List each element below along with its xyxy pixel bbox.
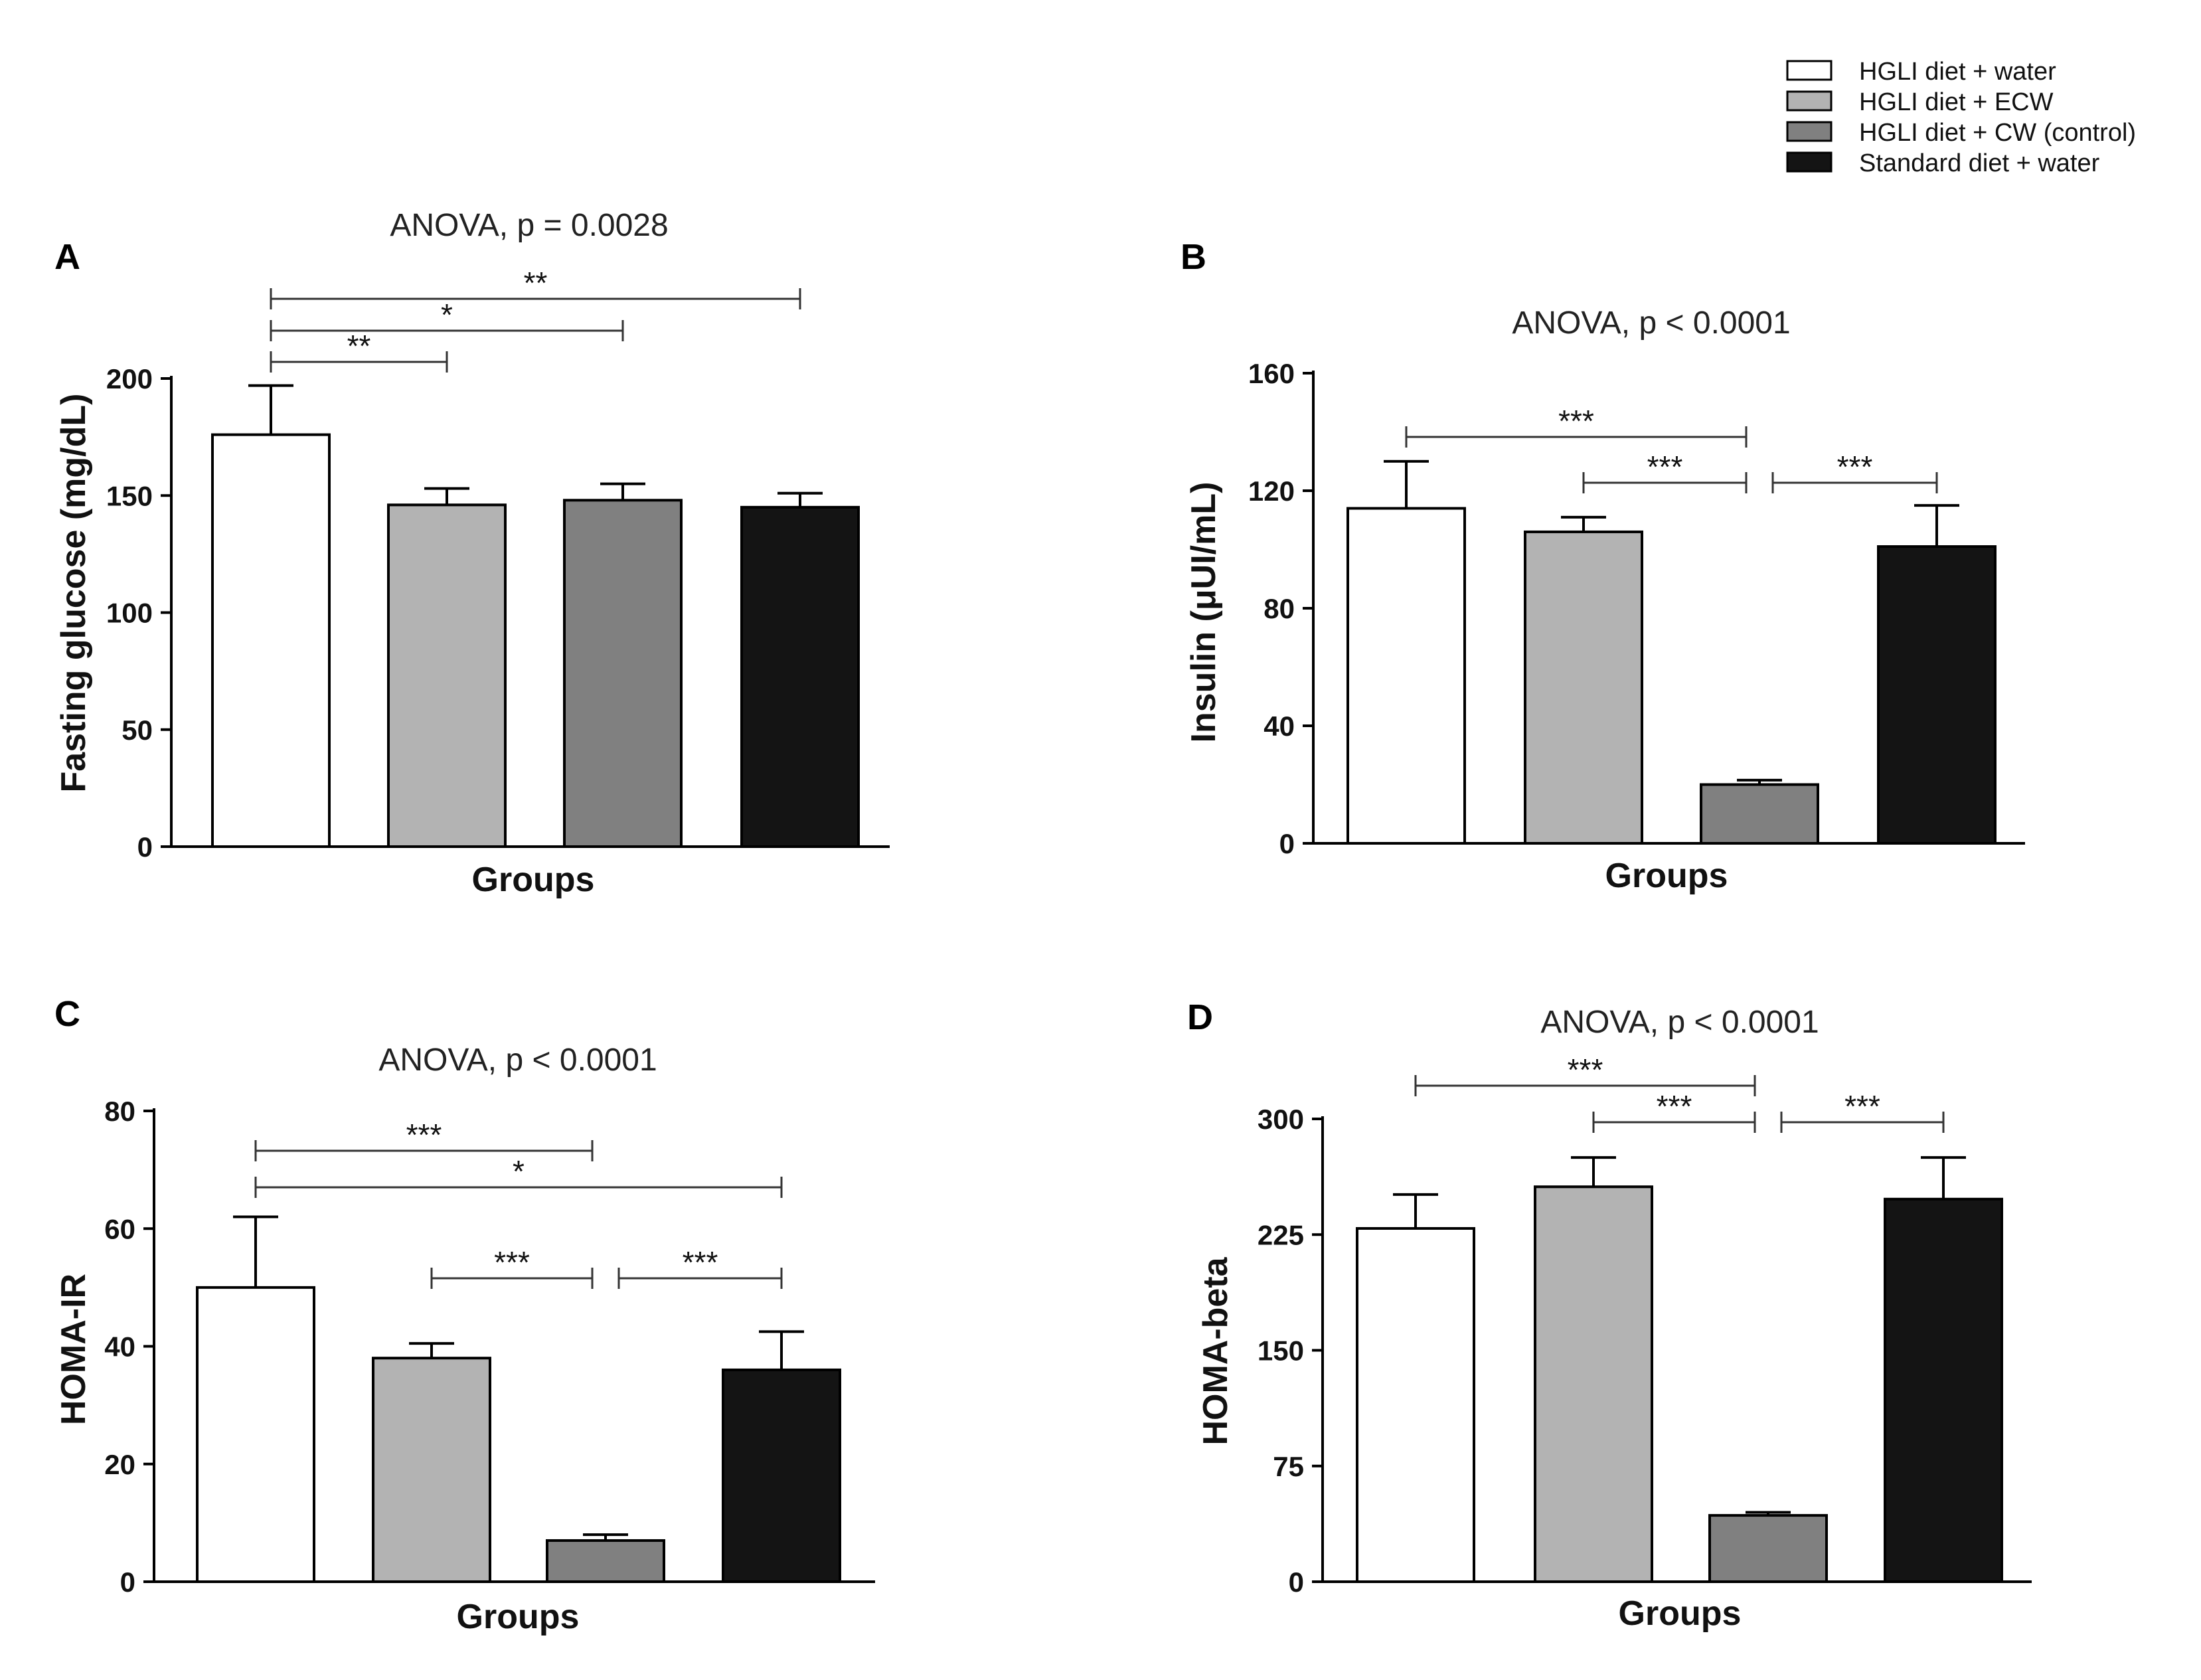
panel-a-sig-bracket-0: ** — [270, 266, 801, 309]
legend-label-standard: Standard diet + water — [1859, 149, 2100, 177]
panel-b-bar-standard — [1877, 545, 1997, 845]
legend-label-ecw: HGLI diet + ECW — [1859, 88, 2054, 116]
panel-c-sig-label-1: * — [513, 1154, 525, 1189]
panel-b-letter: B — [1181, 237, 1206, 277]
panel-d-bar-ecw — [1534, 1185, 1653, 1583]
panel-b-ytick-label-80: 80 — [1264, 593, 1295, 624]
panel-c: C ANOVA, p < 0.0001 HOMA-IR Groups 0 20 40… — [54, 994, 875, 1636]
panel-d-sig-label-0: *** — [1568, 1052, 1603, 1087]
panel-c-ylabel: HOMA-IR — [54, 1274, 93, 1425]
panel-a-ytick-label-150: 150 — [106, 480, 153, 511]
panel-c-bar-ecw — [372, 1357, 491, 1583]
panel-c-bar-standard — [722, 1368, 841, 1583]
panel-b-ylabel: Insulin (μUI/mL) — [1184, 482, 1223, 743]
panel-a-bar-ecw — [387, 503, 507, 848]
legend-swatch-standard — [1786, 151, 1833, 173]
panel-c-ytick-label-0: 0 — [120, 1566, 135, 1598]
panel-c-bar-cw — [546, 1539, 665, 1583]
panel-c-sig-bracket-1: * — [254, 1154, 783, 1198]
panel-d-ytick-label-300: 300 — [1258, 1104, 1304, 1135]
panel-b-ytick-label-160: 160 — [1248, 358, 1295, 389]
panel-b-bar-water — [1346, 507, 1466, 845]
panel-c-sig-bracket-2: *** — [430, 1245, 594, 1289]
panel-a-ytick-label-200: 200 — [106, 363, 153, 394]
panel-a-letter: A — [54, 237, 80, 277]
panel-d-sig-bracket-2: *** — [1780, 1089, 1945, 1133]
legend: HGLI diet + water HGLI diet + ECW HGLI d… — [1786, 58, 2136, 177]
panel-c-sig-label-3: *** — [683, 1245, 718, 1280]
panel-b-sig-label-0: *** — [1558, 404, 1594, 438]
panel-b-ytick-label-40: 40 — [1264, 711, 1295, 742]
panel-b-bar-cw — [1700, 783, 1819, 845]
panel-d-sig-label-1: *** — [1657, 1089, 1692, 1124]
panel-d: D ANOVA, p < 0.0001 HOMA-beta Groups 0 75… — [1187, 997, 2032, 1633]
panel-a-ytick-label-0: 0 — [137, 831, 153, 863]
panel-d-ylabel: HOMA-beta — [1196, 1256, 1235, 1445]
panel-c-sig-label-2: *** — [494, 1245, 530, 1280]
panel-d-bar-cw — [1708, 1514, 1828, 1584]
panel-c-letter: C — [54, 994, 80, 1034]
panel-d-sig-label-2: *** — [1844, 1089, 1880, 1124]
panel-a-sig-label-2: ** — [347, 329, 371, 363]
panel-b-ytick-label-0: 0 — [1279, 828, 1295, 859]
panel-d-anova: ANOVA, p < 0.0001 — [1540, 1005, 1819, 1040]
panel-b: B ANOVA, p < 0.0001 Insulin (μUI/mL) Gro… — [1181, 237, 2025, 895]
panel-c-sig-label-0: *** — [406, 1118, 442, 1152]
legend-label-cw: HGLI diet + CW (control) — [1859, 119, 2136, 147]
panel-d-sig-bracket-0: *** — [1414, 1052, 1756, 1096]
panel-b-bar-ecw — [1524, 530, 1643, 845]
panel-b-sig-bracket-0: *** — [1405, 404, 1748, 448]
panel-a-bar-standard — [740, 505, 860, 848]
panel-d-ytick-label-225: 225 — [1258, 1219, 1304, 1250]
panel-a-ylabel: Fasting glucose (mg/dL) — [54, 394, 93, 793]
panel-b-sig-bracket-2: *** — [1771, 450, 1938, 493]
panel-d-xlabel: Groups — [1619, 1594, 1742, 1633]
panel-b-xlabel: Groups — [1605, 857, 1728, 895]
panel-d-ytick-label-150: 150 — [1258, 1335, 1304, 1367]
panel-c-xlabel: Groups — [457, 1598, 580, 1636]
panel-a-xlabel: Groups — [472, 861, 595, 899]
legend-swatch-cw — [1786, 121, 1833, 142]
panel-d-plot: 0 75 150 225 300 *** *** *** — [1258, 1052, 2032, 1598]
panel-d-ytick-label-0: 0 — [1289, 1566, 1304, 1598]
panel-a-bar-water — [211, 433, 331, 848]
panel-c-bar-water — [196, 1286, 315, 1583]
legend-swatch-ecw — [1786, 90, 1833, 112]
panel-a-sig-bracket-1: * — [270, 297, 624, 341]
legend-label-water: HGLI diet + water — [1859, 58, 2056, 86]
panel-c-ytick-label-80: 80 — [104, 1096, 135, 1127]
panel-c-sig-bracket-0: *** — [254, 1118, 594, 1161]
panel-d-bar-water — [1356, 1226, 1475, 1583]
panel-c-ytick-label-40: 40 — [104, 1331, 135, 1363]
panel-c-ytick-label-60: 60 — [104, 1213, 135, 1244]
panel-c-ytick-label-20: 20 — [104, 1449, 135, 1480]
panel-a-anova: ANOVA, p = 0.0028 — [390, 208, 668, 243]
panel-a-sig-bracket-2: ** — [270, 329, 448, 373]
panel-b-sig-label-1: *** — [1647, 450, 1683, 484]
panel-b-plot: 0 40 80 120 160 *** *** *** — [1248, 358, 2025, 859]
panel-b-anova: ANOVA, p < 0.0001 — [1512, 305, 1790, 341]
panel-b-sig-bracket-1: *** — [1582, 450, 1748, 493]
panel-a-ytick-label-100: 100 — [106, 598, 153, 629]
panel-c-anova: ANOVA, p < 0.0001 — [378, 1043, 657, 1078]
panel-b-sig-label-2: *** — [1837, 450, 1873, 484]
legend-swatch-water — [1786, 60, 1833, 81]
panel-d-ytick-label-75: 75 — [1273, 1451, 1304, 1482]
panel-d-letter: D — [1187, 997, 1213, 1037]
panel-a-sig-label-0: ** — [524, 266, 548, 300]
panel-a-ytick-label-50: 50 — [122, 714, 153, 746]
panel-d-bar-standard — [1884, 1197, 2003, 1583]
panel-a-bar-cw — [563, 499, 683, 848]
panel-b-ytick-label-120: 120 — [1248, 475, 1295, 507]
panel-d-sig-bracket-1: *** — [1592, 1089, 1756, 1133]
panel-a-sig-label-1: * — [441, 297, 453, 332]
panel-a: A ANOVA, p = 0.0028 Fasting glucose (mg/… — [54, 208, 890, 899]
panel-c-sig-bracket-3: *** — [617, 1245, 783, 1289]
